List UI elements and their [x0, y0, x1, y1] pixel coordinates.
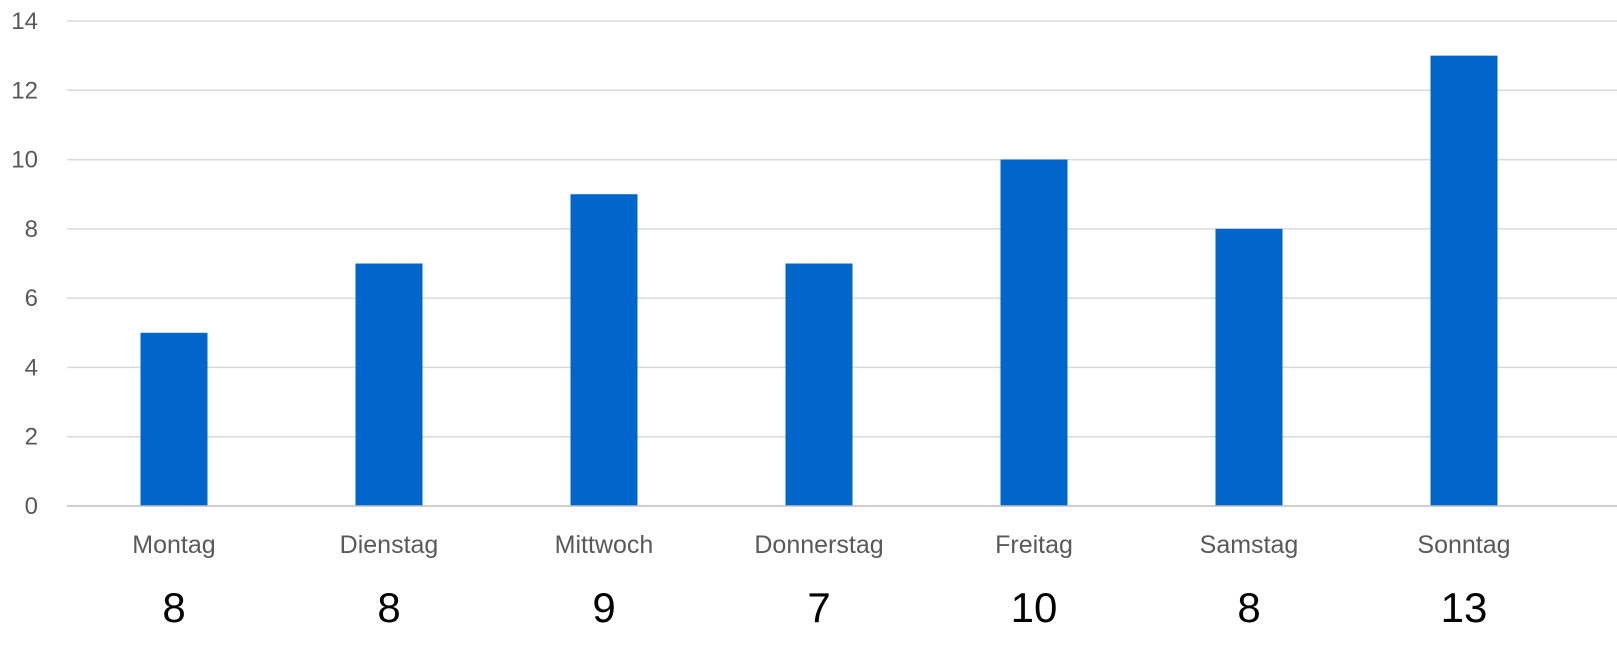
- bar-dienstag: [355, 263, 423, 506]
- bottom-annotations: 8 8 9 7 10 8 13: [162, 584, 1487, 631]
- bar-mittwoch: [570, 194, 638, 506]
- x-tick-label: Samstag: [1200, 531, 1299, 559]
- y-tick-label: 12: [11, 77, 38, 104]
- category-labels: Montag Dienstag Mittwoch Donnerstag Freitag S…: [132, 531, 1510, 559]
- y-tick-label: 0: [25, 493, 38, 520]
- bar-donnerstag: [785, 263, 853, 506]
- bottom-value-label: 7: [807, 584, 830, 631]
- y-tick-label: 4: [25, 354, 38, 381]
- bottom-value-label: 9: [592, 584, 615, 631]
- bars: [140, 55, 1498, 507]
- y-tick-label: 10: [11, 147, 38, 174]
- bottom-value-label: 10: [1011, 584, 1058, 631]
- y-tick-label: 2: [25, 424, 38, 451]
- x-tick-label: Montag: [132, 531, 215, 559]
- bar-samstag: [1215, 228, 1283, 506]
- bottom-value-label: 8: [162, 584, 185, 631]
- x-tick-label: Freitag: [995, 531, 1073, 559]
- bottom-value-label: 8: [377, 584, 400, 631]
- bar-montag: [140, 332, 208, 506]
- bar-sonntag: [1430, 55, 1498, 507]
- bottom-value-label: 8: [1237, 584, 1260, 631]
- x-tick-label: Sonntag: [1417, 531, 1510, 559]
- y-tick-label: 14: [11, 8, 38, 35]
- x-tick-label: Donnerstag: [754, 531, 883, 559]
- y-tick-label: 6: [25, 285, 38, 312]
- bar-freitag: [1000, 159, 1068, 507]
- bottom-value-label: 13: [1441, 584, 1488, 631]
- y-tick-label: 8: [25, 216, 38, 243]
- x-tick-label: Mittwoch: [555, 531, 654, 559]
- y-axis-ticks: 0 2 4 6 8 10 12 14: [11, 8, 38, 520]
- x-tick-label: Dienstag: [340, 531, 439, 559]
